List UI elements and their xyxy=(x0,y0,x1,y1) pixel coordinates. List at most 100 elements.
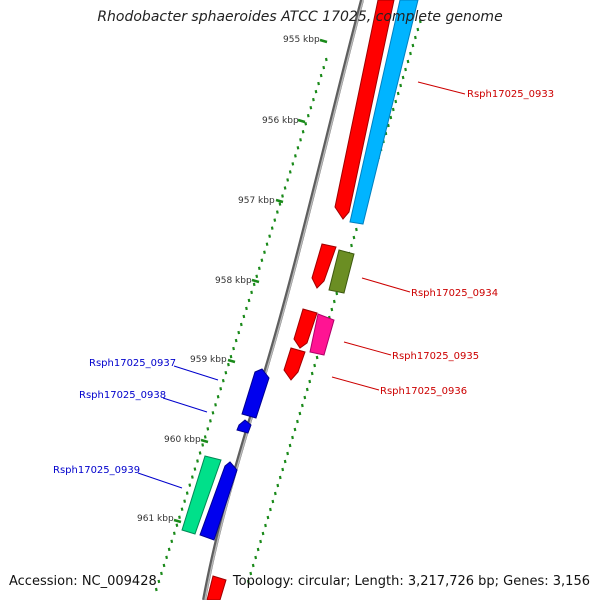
gene-label-rsph17025-0935[interactable]: Rsph17025_0935 xyxy=(392,351,479,362)
outer-tick-48 xyxy=(300,403,304,408)
outer-tick-10 xyxy=(394,99,398,104)
inner-tick-32 xyxy=(242,314,246,319)
outer-tick-35 xyxy=(332,299,336,304)
feature-cyan-large[interactable] xyxy=(349,0,419,225)
gene-label-rsph17025-0939[interactable]: Rsph17025_0939 xyxy=(53,465,140,476)
outer-tick-46 xyxy=(305,387,309,392)
inner-tick-13 xyxy=(291,162,295,166)
genome-backbone xyxy=(202,0,364,600)
inner-tick-62 xyxy=(165,555,168,560)
gene-label-rsph17025-0934[interactable]: Rsph17025_0934 xyxy=(411,288,498,299)
outer-tick-60 xyxy=(271,499,275,504)
inner-tick-66 xyxy=(154,587,158,592)
feature-blue-0939[interactable] xyxy=(199,461,238,541)
feature-magenta-0935[interactable] xyxy=(309,313,335,356)
outer-tick-63 xyxy=(264,523,267,528)
outer-tick-50 xyxy=(296,419,299,424)
ruler-label-958: 958 kbp xyxy=(215,276,252,286)
inner-tick-17 xyxy=(281,194,284,198)
gene-label-rsph17025-0938[interactable]: Rsph17025_0938 xyxy=(79,390,166,401)
feature-red-0936[interactable] xyxy=(283,347,306,381)
gene-label-rsph17025-0933[interactable]: Rsph17025_0933 xyxy=(467,89,554,100)
inner-tick-25 xyxy=(260,258,264,262)
outer-tick-57 xyxy=(278,475,282,480)
outer-tick-58 xyxy=(276,483,280,488)
outer-tick-42 xyxy=(315,355,319,360)
feature-red-0935[interactable] xyxy=(293,308,318,349)
ruler-label-960: 960 kbp xyxy=(164,435,201,445)
inner-tick-24 xyxy=(263,250,266,254)
inner-tick-19 xyxy=(275,210,279,214)
label-leader-lines xyxy=(137,81,466,489)
gene-labels: Rsph17025_0933 Rsph17025_0934 Rsph17025_… xyxy=(53,89,554,476)
feature-red-bottom[interactable] xyxy=(206,575,227,600)
inner-tick-48 xyxy=(201,443,205,447)
outer-tick-36 xyxy=(330,307,334,312)
inner-tick-1 xyxy=(322,65,326,70)
feature-red-0934[interactable] xyxy=(311,243,337,289)
outer-tick-34 xyxy=(335,291,339,296)
inner-tick-61 xyxy=(167,547,171,552)
feature-olive-0934[interactable] xyxy=(328,249,355,294)
ruler-label-957: 957 kbp xyxy=(238,196,275,206)
ruler-labels: 955 kbp 956 kbp 957 kbp 958 kbp 959 kbp … xyxy=(137,35,320,524)
inner-tick-16 xyxy=(283,186,287,190)
inner-tick-40 xyxy=(221,378,225,383)
outer-tick-56 xyxy=(281,467,285,472)
ruler-label-956: 956 kbp xyxy=(262,116,299,126)
outer-tick-65 xyxy=(259,539,262,544)
outer-tick-5 xyxy=(406,59,410,64)
inner-tick-26 xyxy=(257,266,261,271)
inner-tick-3 xyxy=(317,81,320,86)
inner-tick-56 xyxy=(180,507,184,511)
outer-tick-13 xyxy=(386,123,390,128)
outer-tick-70 xyxy=(246,579,250,584)
feature-blue-0937[interactable] xyxy=(241,368,270,419)
inner-tick-33 xyxy=(239,322,243,327)
inner-tick-34 xyxy=(237,330,241,335)
feature-seagreen-0939[interactable] xyxy=(181,455,222,535)
feature-red-large[interactable] xyxy=(334,0,395,220)
outer-tick-4 xyxy=(409,51,412,56)
inner-tick-65 xyxy=(157,579,161,584)
gene-label-rsph17025-0937[interactable]: Rsph17025_0937 xyxy=(89,358,176,369)
outer-tick-2 xyxy=(414,35,417,40)
inner-tick-35 xyxy=(234,338,238,343)
inner-tick-39 xyxy=(224,370,228,375)
inner-tick-15 xyxy=(286,178,290,182)
feature-blue-0938[interactable] xyxy=(236,419,252,434)
inner-tick-47 xyxy=(203,435,207,439)
inner-tick-2 xyxy=(319,73,323,78)
outer-tick-52 xyxy=(291,435,294,440)
gene-label-rsph17025-0936[interactable]: Rsph17025_0936 xyxy=(380,386,467,397)
inner-tick-27 xyxy=(255,274,259,279)
outer-tick-28 xyxy=(350,243,353,248)
inner-tick-14 xyxy=(288,170,292,174)
features-layer xyxy=(181,0,419,600)
outer-tick-64 xyxy=(261,531,265,536)
outer-tick-67 xyxy=(254,555,258,560)
inner-tick-22 xyxy=(268,234,272,238)
outer-tick-3 xyxy=(411,43,415,48)
inner-tick-41 xyxy=(219,387,223,391)
outer-tick-47 xyxy=(303,395,307,400)
outer-tick-11 xyxy=(391,107,395,112)
outer-tick-9 xyxy=(396,91,400,96)
outer-tick-27 xyxy=(352,235,356,240)
outer-tick-54 xyxy=(286,451,289,456)
inner-tick-57 xyxy=(178,515,181,519)
inner-tick-36 xyxy=(232,346,235,351)
inner-tick-12 xyxy=(294,154,297,158)
ruler-major-ticks xyxy=(173,38,328,524)
ruler-label-961: 961 kbp xyxy=(137,514,174,524)
inner-tick-46 xyxy=(206,427,210,431)
topology-text: Topology: circular; Length: 3,217,726 bp… xyxy=(232,574,590,589)
inner-tick-21 xyxy=(270,226,274,230)
map-title: Rhodobacter sphaeroides ATCC 17025, comp… xyxy=(97,9,503,25)
inner-tick-8 xyxy=(304,122,308,126)
outer-tick-43 xyxy=(313,363,317,368)
inner-tick-0 xyxy=(324,57,328,62)
inner-tick-63 xyxy=(162,563,166,568)
inner-tick-51 xyxy=(193,467,197,471)
